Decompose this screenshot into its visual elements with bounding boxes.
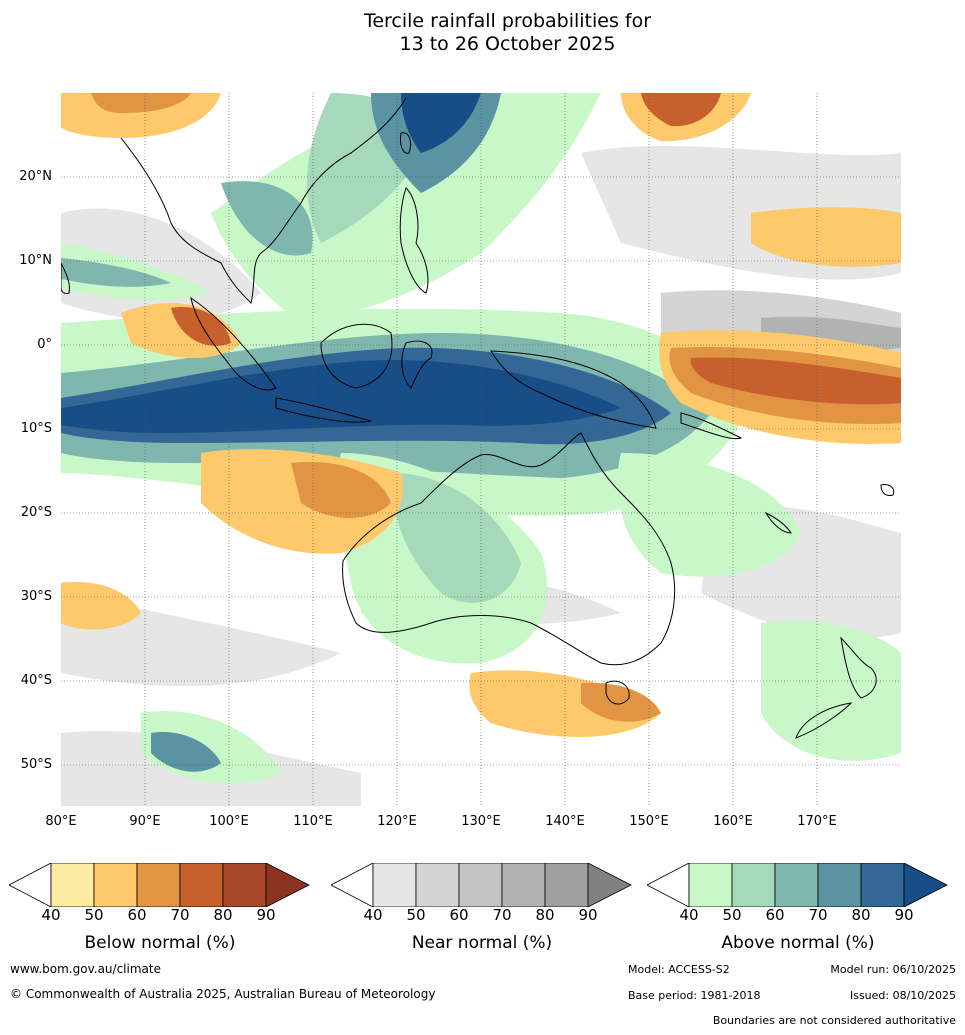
- model-text: Model: ACCESS-S2: [628, 963, 730, 976]
- below-tick-40: 40: [41, 906, 61, 924]
- philippines-coastline: [399, 187, 429, 294]
- below-tick-50: 50: [84, 906, 104, 924]
- map-svg: [61, 93, 901, 806]
- disclaimer-text: Boundaries are not considered authoritat…: [712, 1014, 956, 1027]
- lon-label-150e: 150°E: [629, 814, 669, 829]
- above-tick-80: 80: [851, 906, 871, 924]
- colorbar-near-tri-left: [330, 862, 374, 908]
- colorbar-below-seg-40-50: [50, 862, 95, 908]
- colorbar-below-tri-left: [8, 862, 52, 908]
- lon-label-110e: 110°E: [293, 814, 333, 829]
- colorbar-above-seg-70-80: [817, 862, 862, 908]
- colorbar-below-seg-80-90: [222, 862, 267, 908]
- lat-label-50s: 50°S: [20, 757, 52, 772]
- colorbar-below-normal-svg: [8, 862, 310, 908]
- lon-label-140e: 140°E: [545, 814, 585, 829]
- lat-label-0: 0°: [37, 337, 52, 352]
- near-tick-60: 60: [449, 906, 469, 924]
- above-tick-60: 60: [765, 906, 785, 924]
- colorbar-below-normal: [8, 862, 311, 911]
- below-tick-70: 70: [170, 906, 190, 924]
- colorbar-near-tri-right: [587, 862, 632, 908]
- colorbar-above-seg-50-60: [731, 862, 776, 908]
- rainfall-probability-map: [61, 93, 901, 806]
- colorbar-below-seg-60-70: [136, 862, 181, 908]
- lon-label-90e: 90°E: [129, 814, 161, 829]
- below-tick-60: 60: [127, 906, 147, 924]
- lat-label-30s: 30°S: [20, 589, 52, 604]
- colorbar-below-seg-70-80: [179, 862, 224, 908]
- below-tick-90: 90: [256, 906, 276, 924]
- colorbar-near-normal-svg: [330, 862, 632, 908]
- new-guinea-coastline: [490, 350, 657, 429]
- colorbar-near-label: Near normal (%): [411, 933, 553, 953]
- near-tick-80: 80: [535, 906, 555, 924]
- tasmania-coastline: [605, 680, 630, 705]
- above-tick-90: 90: [894, 906, 914, 924]
- taiwan-coastline: [400, 132, 412, 154]
- sri-lanka-coastline: [61, 262, 70, 294]
- website-link[interactable]: www.bom.gov.au/climate: [10, 962, 161, 976]
- colorbar-below-seg-50-60: [93, 862, 138, 908]
- colorbar-above-tri-right: [903, 862, 948, 908]
- near-tick-70: 70: [492, 906, 512, 924]
- lat-label-20n: 20°N: [19, 169, 52, 184]
- colorbar-above-normal-svg: [646, 862, 948, 908]
- borneo-coastline: [320, 323, 393, 389]
- solomon-islands-coastline: [680, 412, 743, 440]
- lon-label-120e: 120°E: [377, 814, 417, 829]
- colorbar-above-normal: [646, 862, 949, 911]
- colorbar-above-seg-80-90: [860, 862, 905, 908]
- below-tick-80: 80: [213, 906, 233, 924]
- colorbar-below-label: Below normal (%): [84, 933, 236, 953]
- near-tick-90: 90: [578, 906, 598, 924]
- colorbar-near-seg-70-80: [501, 862, 546, 908]
- lat-label-20s: 20°S: [20, 505, 52, 520]
- lon-label-100e: 100°E: [209, 814, 249, 829]
- title-line-2: 13 to 26 October 2025: [399, 33, 616, 55]
- colorbar-near-seg-50-60: [415, 862, 460, 908]
- colorbar-above-seg-60-70: [774, 862, 819, 908]
- title-line-1: Tercile rainfall probabilities for: [363, 10, 652, 32]
- lat-label-40s: 40°S: [20, 673, 52, 688]
- sumatra-coastline: [190, 296, 277, 391]
- issued-text: Issued: 08/10/2025: [849, 989, 956, 1002]
- above-tick-70: 70: [808, 906, 828, 924]
- colorbar-near-seg-60-70: [458, 862, 503, 908]
- lat-label-10n: 10°N: [19, 253, 52, 268]
- above-tick-50: 50: [722, 906, 742, 924]
- new-caledonia-coastline: [764, 511, 792, 534]
- probability-fields: [61, 93, 901, 806]
- above-tick-40: 40: [679, 906, 699, 924]
- colorbar-near-seg-40-50: [372, 862, 417, 908]
- sulawesi-coastline: [401, 340, 433, 389]
- lon-label-160e: 160°E: [713, 814, 753, 829]
- copyright-text: © Commonwealth of Australia 2025, Austra…: [10, 987, 436, 1001]
- mainland-asia-coastline: [120, 97, 407, 304]
- near-tick-40: 40: [363, 906, 383, 924]
- base-period-text: Base period: 1981-2018: [628, 989, 761, 1002]
- lon-label-130e: 130°E: [461, 814, 501, 829]
- coastlines: [61, 97, 895, 739]
- colorbar-above-tri-left: [646, 862, 690, 908]
- colorbar-above-label: Above normal (%): [721, 933, 875, 953]
- fiji-coastline: [880, 484, 895, 496]
- colorbar-above-seg-40-50: [688, 862, 733, 908]
- model-run-text: Model run: 06/10/2025: [830, 963, 956, 976]
- graticule: [61, 93, 901, 806]
- lat-label-10s: 10°S: [20, 421, 52, 436]
- near-tick-50: 50: [406, 906, 426, 924]
- new-zealand-north-coastline: [840, 636, 877, 699]
- australia-coastline: [342, 432, 676, 666]
- lon-label-80e: 80°E: [45, 814, 77, 829]
- lon-label-170e: 170°E: [797, 814, 837, 829]
- new-zealand-south-coastline: [795, 702, 853, 739]
- java-coastline: [275, 397, 372, 423]
- map-title: Tercile rainfall probabilities for 13 to…: [0, 10, 965, 56]
- colorbar-below-tri-right: [265, 862, 310, 908]
- colorbar-near-seg-80-90: [544, 862, 589, 908]
- colorbar-near-normal: [330, 862, 633, 911]
